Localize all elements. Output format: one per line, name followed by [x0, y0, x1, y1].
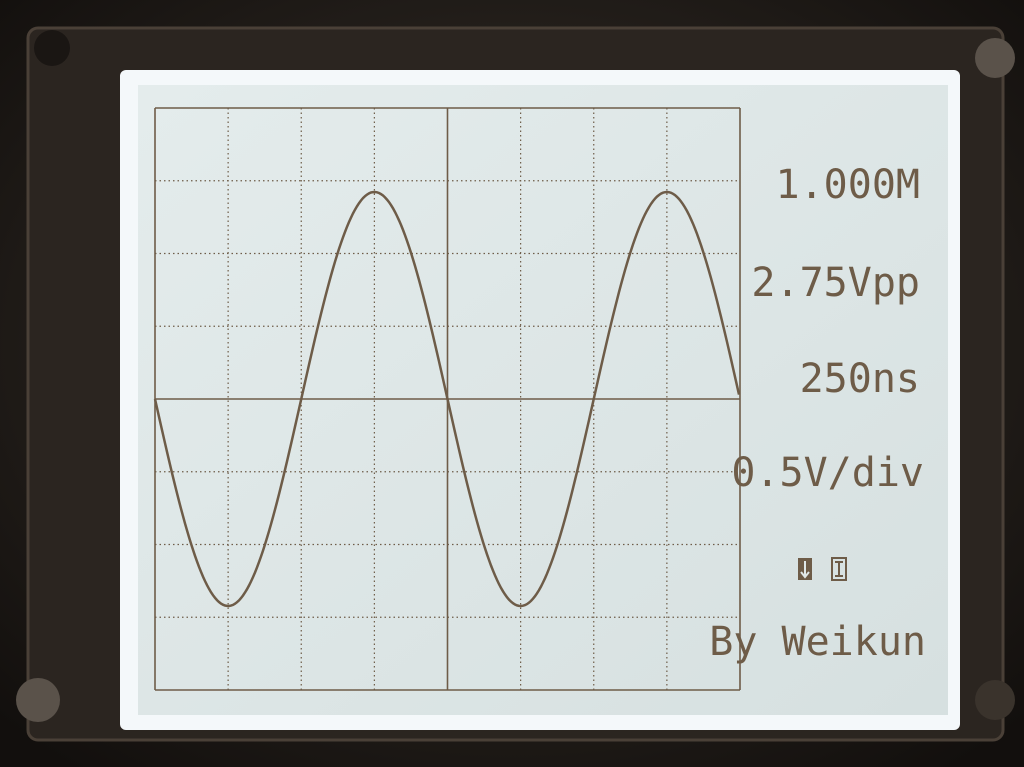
credit: By Weikun — [709, 619, 926, 665]
trigger-mode-glyph — [835, 561, 843, 577]
frequency-readout: 1.000M — [776, 162, 921, 208]
amplitude-readout: 2.75Vpp — [751, 260, 920, 306]
lcd-screen — [138, 85, 948, 715]
trigger-icons — [798, 557, 847, 581]
waveform — [153, 190, 741, 608]
vdiv-readout: 0.5V/div — [731, 450, 924, 496]
screw — [975, 680, 1015, 720]
screw — [16, 678, 60, 722]
timebase-readout: 250ns — [800, 356, 920, 402]
screw — [34, 30, 70, 66]
screw — [975, 38, 1015, 78]
trigger-edge-glyph — [800, 561, 810, 579]
trigger-mode-icon — [831, 557, 847, 581]
